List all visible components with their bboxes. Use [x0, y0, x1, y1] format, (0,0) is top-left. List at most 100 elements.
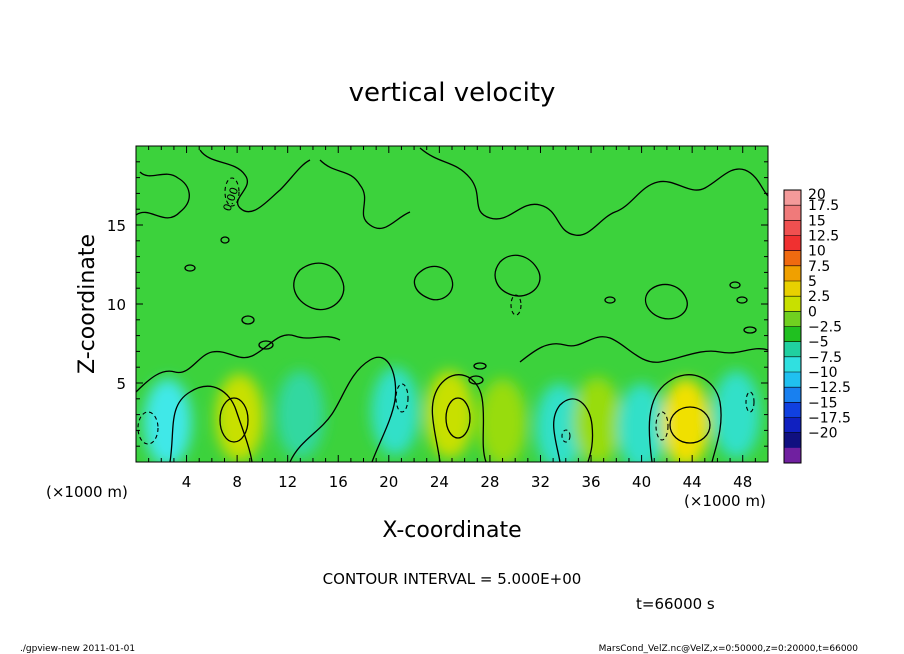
x-tick-label: 24: [430, 473, 449, 491]
contour-line: [468, 375, 484, 385]
x-axis-label: X-coordinate: [382, 518, 521, 543]
colorbar-label: −7.5: [808, 350, 842, 366]
contour-line: [220, 236, 230, 244]
colorbar-label: 20: [808, 187, 826, 203]
contour-line: [431, 374, 487, 462]
x-tick-label: 28: [480, 473, 499, 491]
field-blob: [573, 376, 622, 462]
colorbar-swatch: [784, 341, 801, 358]
contour-line: [184, 264, 196, 272]
field-blob: [215, 373, 264, 462]
contour-line: [136, 149, 411, 230]
x-tick-label: 32: [531, 473, 550, 491]
x-tick-label: 44: [683, 473, 702, 491]
x-unit-left: (×1000 m): [46, 483, 128, 501]
x-tick-label: 40: [632, 473, 651, 491]
contour-line: [645, 283, 688, 320]
contour-line: [293, 262, 345, 311]
chart-title: vertical velocity: [349, 78, 556, 108]
contour-line: [669, 406, 711, 444]
colorbar-label: −12.5: [808, 380, 851, 396]
y-axis-label: Z-coordinate: [75, 234, 100, 374]
contour-line: [473, 362, 487, 370]
field-blob: [617, 383, 666, 462]
contour-line: [494, 254, 541, 297]
contour-line: [604, 296, 616, 304]
colorbar-label: 17.5: [808, 198, 839, 214]
y-tick-label: 15: [107, 217, 126, 235]
field-blob: [661, 378, 710, 462]
colorbar-swatch: [784, 387, 801, 403]
contour-line: [258, 340, 274, 350]
contour-line: [736, 296, 748, 304]
field-blob: [535, 383, 584, 462]
contour-line: [136, 334, 768, 393]
contour-line: [289, 356, 397, 462]
field-blob: [276, 370, 325, 459]
colorbar-label: −10: [808, 365, 838, 381]
contour-line: [510, 294, 522, 316]
colorbar-swatch: [784, 190, 801, 206]
time-label: t=66000 s: [636, 595, 715, 613]
x-tick-label: 12: [278, 473, 297, 491]
colorbar-swatch: [784, 205, 801, 221]
colorbar-label: −15: [808, 395, 838, 411]
contour-line: [395, 383, 409, 413]
colorbar-label: 10: [808, 244, 826, 260]
colorbar-label: −2.5: [808, 320, 842, 336]
colorbar-swatch: [784, 311, 801, 327]
colorbar-swatch: [784, 281, 801, 297]
contour-line: [445, 397, 471, 439]
contour-interval: CONTOUR INTERVAL = 5.000E+00: [323, 570, 582, 588]
y-axis: 5 10 15: [107, 161, 768, 447]
x-tick-label: 4: [182, 473, 192, 491]
colorbar-swatch: [784, 220, 801, 236]
contour-line: [729, 281, 741, 289]
colorbar-label: 0: [808, 304, 817, 320]
contour-line: [137, 411, 159, 445]
footer-left: ./gpview-new 2011-01-01: [20, 644, 135, 654]
x-tick-label: 16: [329, 473, 348, 491]
contour-line: [553, 398, 594, 462]
x-tick-label: 20: [379, 473, 398, 491]
field-blob: [478, 378, 527, 462]
plot-area: 0.00: [136, 146, 768, 462]
colorbar-swatch: [784, 447, 801, 464]
colorbar-swatch: [784, 372, 801, 388]
y-tick-label: 10: [107, 296, 126, 314]
colorbar-label: 12.5: [808, 229, 839, 245]
contour-line: [224, 177, 240, 207]
colorbar-label: −17.5: [808, 411, 851, 427]
x-tick-label: 36: [581, 473, 600, 491]
colorbar-label: −5: [808, 335, 829, 351]
colorbar-swatch: [784, 296, 801, 312]
colorbar: 2017.51512.5107.552.50−2.5−5−7.5−10−12.5…: [783, 187, 851, 464]
x-unit-right: (×1000 m): [684, 492, 766, 510]
x-tick-label: 8: [232, 473, 242, 491]
colorbar-label: −20: [808, 426, 838, 442]
x-axis: 4 8 12 16 20 24 28 32 36 40 44 48: [148, 146, 756, 491]
colorbar-swatch: [784, 356, 801, 373]
contour-lines: [136, 147, 768, 462]
colorbar-swatch: [784, 432, 801, 449]
colorbar-swatch: [784, 235, 801, 252]
colorbar-swatch: [784, 265, 801, 282]
contour-line: [655, 411, 669, 441]
colorbar-swatch: [784, 326, 801, 343]
contour-line: [413, 265, 454, 301]
colorbar-label: 2.5: [808, 289, 830, 305]
y-tick-label: 5: [116, 375, 126, 393]
footer-right: MarsCond_VelZ.nc@VelZ,x=0:50000,z=0:2000…: [599, 644, 859, 654]
contour-line: [419, 147, 768, 236]
contour-line: [648, 374, 722, 462]
colorbar-label: 7.5: [808, 259, 830, 275]
negative-contours: [137, 177, 755, 445]
field-blob: [712, 370, 761, 459]
contour-line: [241, 315, 255, 325]
contour-line: [219, 397, 249, 443]
contour-line: [743, 326, 757, 334]
colorbar-label: 5: [808, 274, 817, 290]
contour-line: [745, 391, 755, 413]
x-tick-label: 48: [733, 473, 752, 491]
